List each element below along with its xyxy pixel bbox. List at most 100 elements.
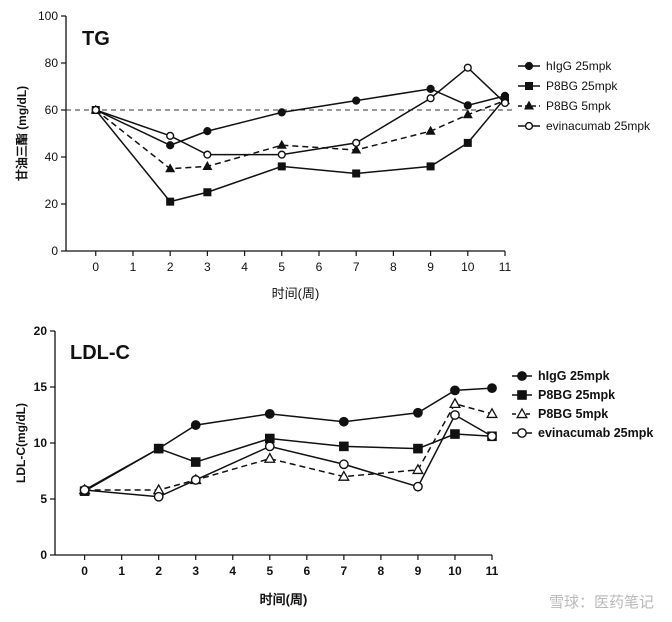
y-tick-label: 40 — [45, 150, 59, 164]
data-point — [351, 144, 362, 154]
x-tick-label: 5 — [278, 260, 285, 274]
data-point — [264, 441, 275, 452]
watermark: 雪球：医药笔记 — [548, 593, 654, 611]
data-point — [165, 163, 176, 173]
series-line — [95, 88, 506, 147]
data-point — [202, 160, 213, 170]
chart-title: TG — [82, 28, 110, 50]
data-point — [263, 452, 276, 463]
series-line — [84, 433, 493, 492]
x-tick-label: 1 — [118, 564, 125, 578]
x-tick-label: 3 — [204, 260, 211, 274]
x-tick-label: 9 — [427, 260, 434, 274]
legend-label: P8BG 25mpk — [546, 79, 618, 93]
data-point — [413, 407, 423, 418]
legend-label: evinacumab 25mpk — [538, 426, 653, 440]
data-point — [339, 441, 349, 452]
legend-marker — [517, 390, 527, 400]
legend-item: evinacumab 25mpk — [518, 119, 651, 133]
y-tick-label: 60 — [45, 103, 59, 117]
data-point — [190, 475, 201, 485]
x-tick-label: 0 — [92, 260, 99, 274]
legend-marker — [517, 428, 527, 438]
y-axis-label: LDL-C(mg/dL) — [14, 403, 28, 483]
series-line — [95, 66, 506, 156]
x-tick-label: 6 — [316, 260, 323, 274]
x-tick-label: 4 — [229, 564, 236, 578]
x-tick-label: 3 — [192, 564, 199, 578]
data-point — [166, 197, 175, 206]
y-axis-label: 甘油三酯 (mg/dL) — [14, 86, 29, 181]
x-tick-label: 6 — [303, 564, 310, 578]
x-tick-label: 11 — [486, 564, 499, 578]
legend-label: P8BG 5mpk — [546, 99, 612, 113]
legend-item: P8BG 25mpk — [512, 388, 615, 402]
x-tick-label: 11 — [499, 260, 512, 274]
series-evinacumab-25mpk — [79, 410, 497, 502]
series-higg-25mpk — [91, 84, 510, 150]
data-point — [79, 485, 90, 495]
legend-marker — [524, 121, 534, 131]
data-point — [337, 470, 350, 481]
legend-item: P8BG 5mpk — [518, 99, 612, 113]
data-point — [463, 63, 472, 72]
data-point — [413, 443, 423, 454]
data-point — [190, 420, 201, 430]
data-point — [411, 463, 424, 475]
data-point — [426, 162, 435, 171]
data-point — [190, 457, 201, 467]
series-p8bg-5mpk — [90, 95, 511, 173]
data-point — [450, 410, 460, 420]
x-tick-label: 9 — [415, 564, 422, 578]
series-line — [95, 99, 506, 170]
data-point — [277, 162, 286, 171]
legend-marker — [523, 100, 535, 110]
chart-ldl-c: 0 5 10 15 20 0 1 2 3 4 5 6 7 8 9 10 11 LDL-C 时间(周) LDL-C(mg… — [14, 324, 653, 607]
x-tick-label: 7 — [353, 260, 360, 274]
y-tick-label: 15 — [34, 380, 48, 394]
data-point — [276, 139, 287, 149]
legend-marker — [517, 371, 527, 381]
x-tick-label: 2 — [167, 260, 174, 274]
legend-label: P8BG 5mpk — [538, 407, 608, 421]
data-point — [486, 407, 498, 419]
legend-item: P8BG 5mpk — [512, 407, 608, 421]
data-point — [463, 101, 472, 110]
data-point — [487, 431, 497, 442]
series-p8bg-25mpk — [91, 94, 510, 206]
y-tick-label: 80 — [45, 56, 59, 70]
series-p8bg-25mpk — [79, 429, 497, 496]
chart-tg: 0 20 40 60 80 100 0 1 2 3 4 5 6 7 8 9 10 11 TG 时间(周) 甘油三酯 (m… — [14, 9, 651, 301]
legend-label: evinacumab 25mpk — [546, 119, 651, 133]
y-tick-label: 10 — [34, 436, 48, 450]
data-point — [277, 108, 286, 117]
data-point — [338, 459, 349, 470]
data-point — [277, 150, 286, 159]
legend-marker — [516, 407, 528, 419]
data-point — [166, 131, 175, 140]
y-tick-label: 20 — [45, 197, 59, 211]
chart-title: LDL-C — [70, 342, 130, 364]
x-tick-label: 7 — [341, 564, 348, 578]
data-point — [264, 408, 275, 419]
data-point — [463, 138, 472, 147]
x-tick-label: 8 — [378, 564, 385, 578]
x-tick-label: 10 — [448, 564, 462, 578]
legend-label: P8BG 25mpk — [538, 388, 615, 402]
legend-item: hIgG 25mpk — [512, 369, 610, 383]
x-tick-label: 1 — [130, 260, 137, 274]
data-point — [500, 98, 510, 108]
data-point — [153, 443, 164, 454]
legend-item: hIgG 25mpk — [518, 59, 612, 73]
y-tick-label: 100 — [38, 9, 58, 23]
legend-item: evinacumab 25mpk — [512, 426, 653, 440]
legend-marker — [524, 61, 534, 71]
data-point — [338, 416, 349, 427]
data-point — [91, 105, 100, 115]
data-point — [462, 109, 473, 119]
data-point — [166, 141, 175, 150]
data-point — [487, 383, 497, 394]
series-p8bg-5mpk — [78, 397, 498, 495]
